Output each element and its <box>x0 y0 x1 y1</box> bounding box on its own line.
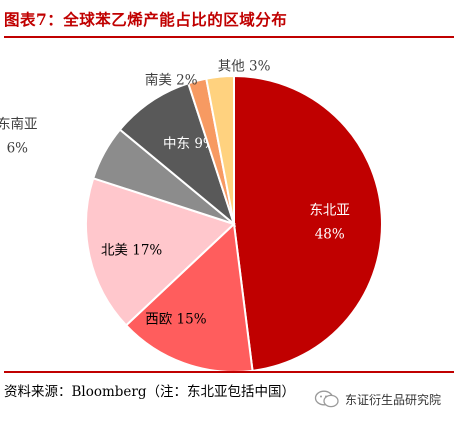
wechat-icon <box>314 390 339 408</box>
watermark-text: 东证衍生品研究院 <box>345 392 442 407</box>
pie-slice <box>233 74 383 372</box>
pie-slice <box>205 74 235 225</box>
slice-label: 北美 17% <box>101 243 162 259</box>
slice-label: 其他 3% <box>218 59 271 75</box>
slice-label: 东北亚 48% <box>309 203 350 243</box>
footer-divider <box>4 371 454 373</box>
watermark: 东证衍生品研究院 <box>314 390 441 408</box>
chart-title: 图表7：全球苯乙烯产能占比的区域分布 <box>4 10 288 29</box>
slice-label: 南美 2% <box>145 73 198 89</box>
slice-label: 东南亚 6% <box>0 117 38 157</box>
slice-label: 中东 9% <box>163 136 216 152</box>
pie-slice <box>118 81 237 227</box>
source-note: 资料来源：Bloomberg（注：东北亚包括中国） <box>4 384 296 400</box>
title-divider <box>4 36 454 38</box>
pie-slice <box>85 177 236 327</box>
slice-label: 西欧 15% <box>145 311 206 327</box>
